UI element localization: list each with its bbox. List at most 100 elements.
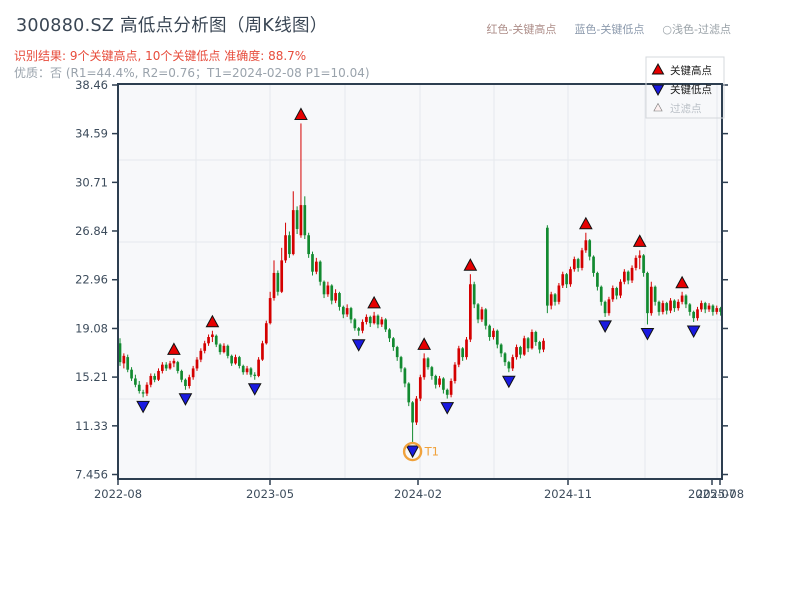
candle-body — [257, 359, 260, 376]
legend-frame — [645, 56, 725, 119]
candle-body — [430, 367, 434, 376]
key-high-marker — [417, 337, 431, 350]
candle-body — [218, 344, 222, 353]
candle-body — [149, 375, 153, 385]
key-low-marker — [440, 402, 455, 415]
candle-body — [299, 205, 303, 236]
candle-body — [157, 370, 160, 380]
candle-body — [507, 362, 511, 369]
y-tick-label: 34.59 — [75, 127, 108, 141]
candle-body — [380, 319, 384, 325]
candle-body — [515, 347, 518, 358]
top-legend-key-low: 蓝色-关键低点 — [574, 23, 645, 36]
candle-body — [361, 321, 364, 331]
key-high-icon — [651, 62, 665, 75]
candle-body — [422, 358, 426, 378]
candle-body — [295, 210, 299, 229]
candle-body — [565, 274, 568, 285]
key-high-marker — [579, 216, 593, 230]
candle-body — [492, 330, 495, 338]
candle-body — [638, 255, 642, 258]
candle-body — [684, 295, 688, 305]
key-high-marker — [294, 107, 308, 120]
candle-body — [134, 378, 137, 385]
y-tick-label: 30.71 — [75, 175, 108, 189]
candle-body — [241, 365, 245, 373]
candle-body — [311, 254, 314, 272]
candle-body — [665, 303, 669, 311]
candle-body — [357, 328, 361, 331]
candle-body — [276, 272, 280, 292]
key-low-marker — [405, 445, 420, 459]
x-tick-label: 2022-08 — [94, 487, 142, 501]
candle-body — [688, 304, 692, 312]
candle-body — [453, 364, 457, 381]
candle-body — [291, 210, 295, 255]
candle-body — [623, 271, 626, 282]
candle-body — [596, 272, 599, 287]
candle-body — [530, 331, 534, 349]
candle-body — [334, 293, 337, 301]
candle-body — [392, 338, 395, 348]
candle-body — [187, 377, 191, 387]
candle-body — [569, 269, 572, 285]
candle-body — [418, 377, 422, 399]
y-tick-label: 22.96 — [75, 273, 108, 287]
y-tick-label: 19.08 — [75, 321, 108, 335]
filtered-point-icon — [653, 102, 663, 112]
key-low-marker — [686, 325, 701, 338]
kline-chart-svg: 38.46 34.59 30.71 26.84 22.96 19.08 15.21 11.33… — [75, 56, 744, 501]
candle-body — [226, 345, 230, 356]
candle-body — [538, 342, 541, 350]
candle-body — [495, 330, 499, 345]
candle-body — [195, 359, 199, 369]
candle-body — [653, 286, 657, 302]
candle-body — [388, 329, 391, 339]
candle-body — [526, 338, 530, 349]
candle-body — [599, 286, 603, 302]
candle-body — [522, 338, 526, 355]
y-tick-label: 7.456 — [75, 468, 108, 482]
candle-body — [592, 256, 595, 273]
candle-body — [561, 274, 565, 286]
candle-body — [607, 299, 611, 314]
candle-body — [399, 357, 403, 369]
candle-body — [407, 383, 411, 403]
candle-body — [519, 347, 522, 355]
candle-body — [692, 311, 695, 319]
candle-body — [191, 368, 195, 378]
candle-body — [615, 288, 618, 296]
candle-body — [465, 339, 468, 358]
candle-body — [588, 240, 592, 257]
candle-body — [542, 340, 545, 350]
recognition-result-line: 识别结果: 9个关键高点, 10个关键低点 准确度: 88.7% — [14, 49, 307, 63]
kline-chart: 38.46 34.59 30.71 26.84 22.96 19.08 15.21 11.33… — [75, 56, 744, 501]
candle-body — [184, 379, 187, 387]
candle-body — [326, 285, 330, 295]
key-low-marker — [640, 327, 655, 341]
candle-body — [126, 357, 130, 370]
x-tick-label: 2025-07 — [688, 487, 736, 501]
candle-body — [303, 205, 307, 236]
candle-body — [264, 323, 268, 344]
candle-body — [442, 378, 445, 390]
candle-body — [696, 309, 699, 319]
candle-body — [634, 257, 638, 268]
candle-body — [445, 389, 449, 395]
top-legend-key-high: 红色-关键高点 — [486, 23, 557, 36]
candle-body — [222, 345, 226, 353]
legend-item-label: 关键高点 — [670, 64, 712, 77]
candle-body — [711, 305, 715, 312]
candle-body — [476, 304, 480, 320]
candle-body — [280, 260, 284, 292]
plot-border — [117, 83, 723, 480]
candle-body — [700, 303, 703, 310]
candle-body — [584, 240, 588, 251]
key-high-marker — [632, 234, 647, 247]
key-low-marker — [502, 375, 516, 389]
candle-body — [345, 308, 349, 315]
x-tick-label: 2023-05 — [246, 487, 294, 501]
candle-body — [161, 364, 164, 371]
candle-body — [214, 335, 218, 345]
key-low-marker — [351, 339, 366, 352]
